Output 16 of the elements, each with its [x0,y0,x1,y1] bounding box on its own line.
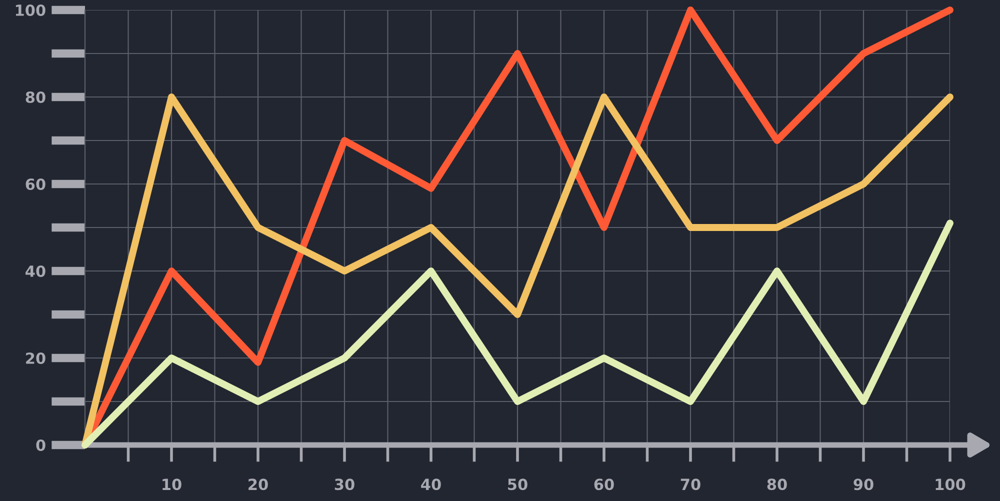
y-tick-label: 100 [16,4,46,16]
x-tick-label: 70 [680,478,700,490]
x-tick-label: 10 [162,478,182,490]
y-tick-label: 80 [26,91,46,104]
y-tick-label: 20 [26,352,46,364]
x-tick-label: 20 [248,478,268,490]
y-tick-label: 40 [26,265,46,278]
y-tick-label: 60 [26,178,46,190]
x-tick-label: 50 [508,478,528,490]
x-tick-label: 40 [421,478,441,490]
x-tick-label: 80 [767,478,787,490]
x-tick-label: 30 [334,478,354,490]
x-tick-label: 100 [936,478,966,490]
y-tick-label: 0 [36,439,46,452]
x-tick-label: 60 [594,478,614,490]
x-tick-label: 90 [854,478,874,490]
